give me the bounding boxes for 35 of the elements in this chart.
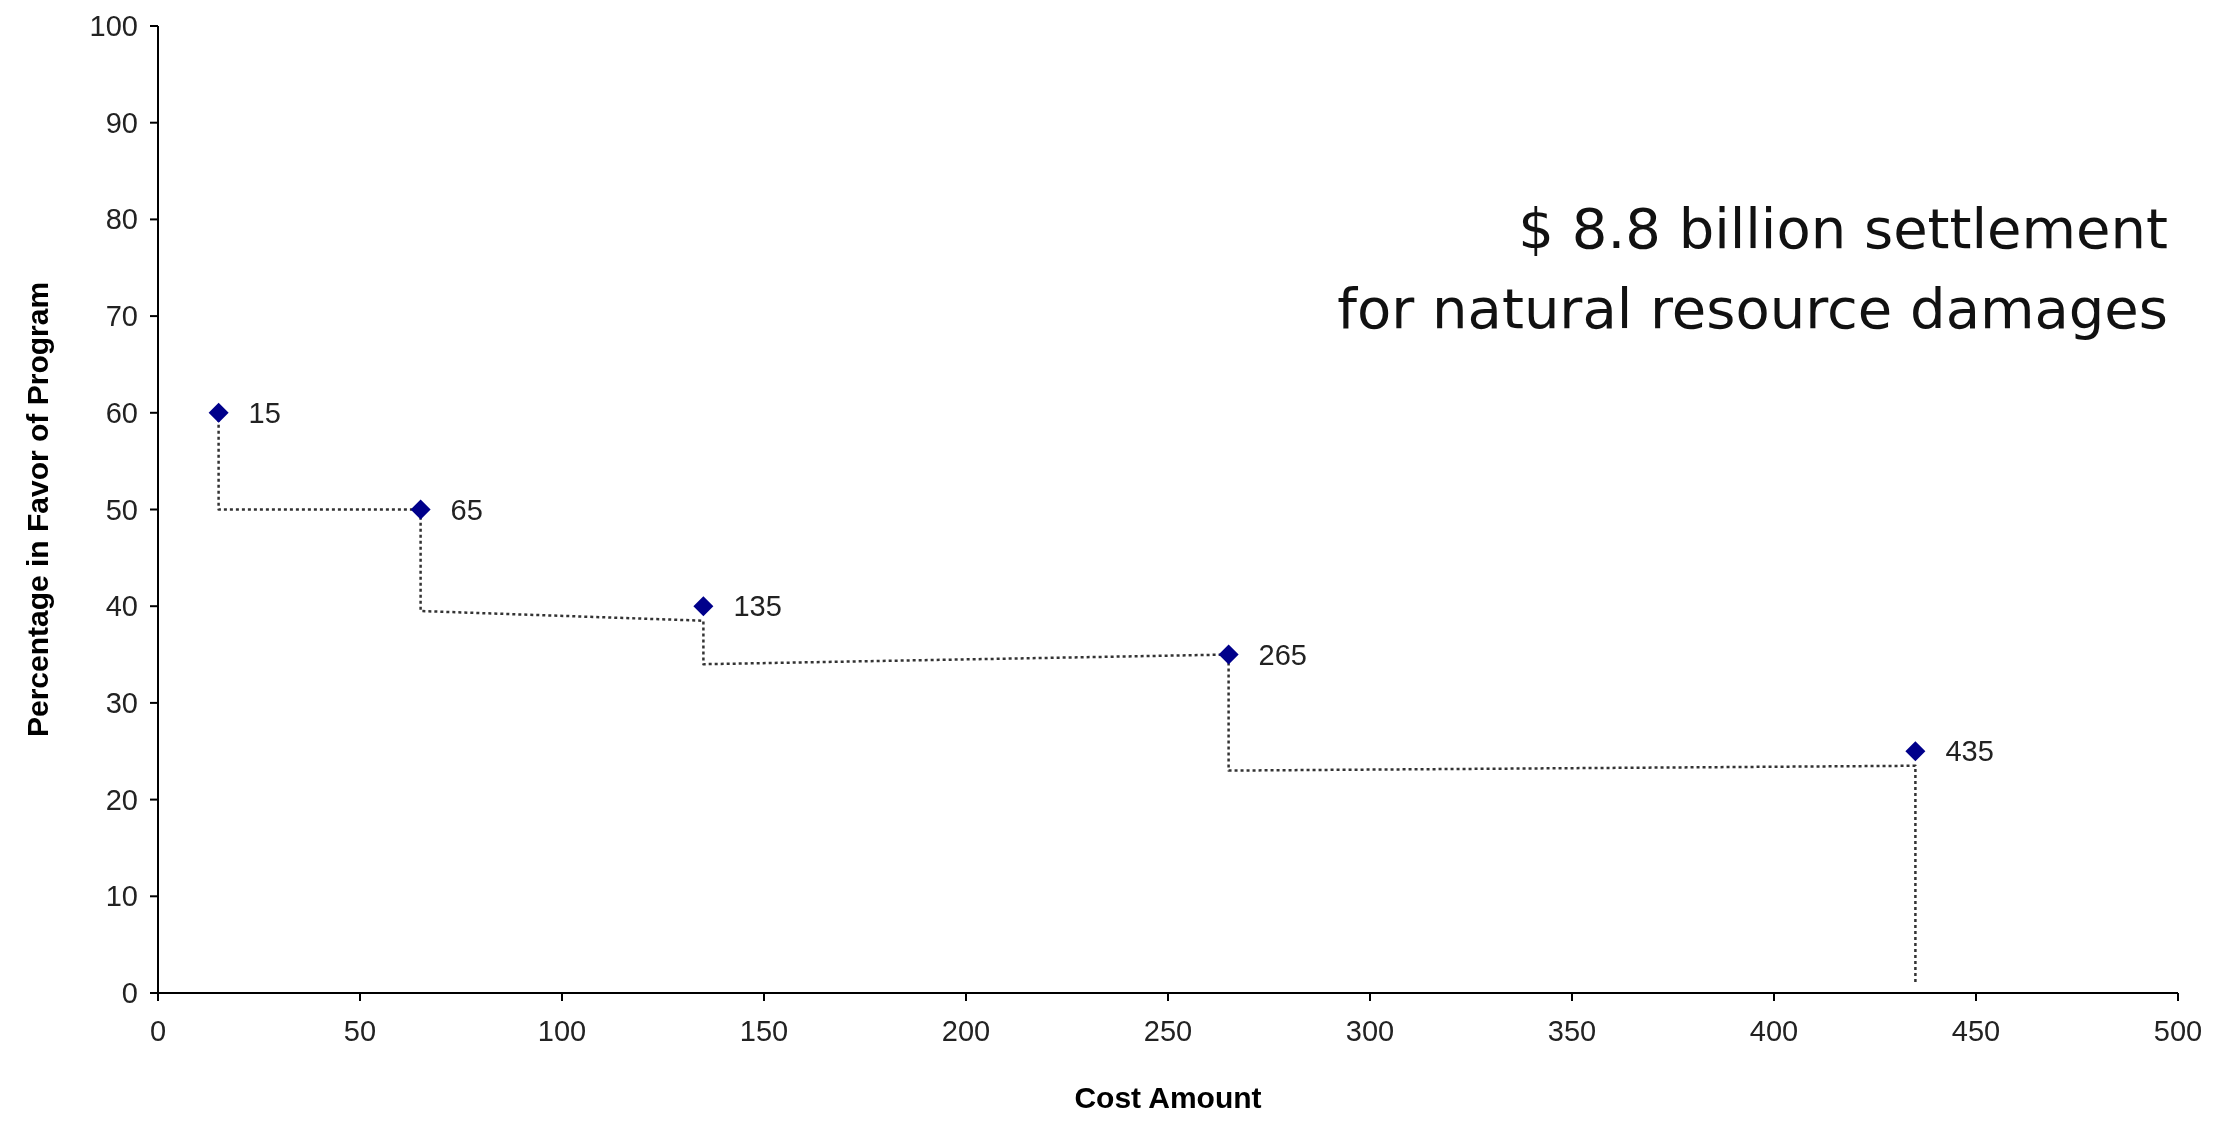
annotation: $ 8.8 billion settlement for natural resource damages: [1337, 196, 2168, 341]
y-tick-label: 80: [105, 203, 138, 236]
annotation: 65: [450, 493, 483, 526]
y-tick-label: 20: [105, 783, 138, 816]
annotation: 135: [733, 590, 782, 623]
x-tick-label: 450: [1951, 1015, 2001, 1047]
annotation: 265: [1258, 638, 1307, 671]
point: [410, 499, 431, 520]
y-tick-label: 90: [105, 106, 138, 139]
x-tick-label: 250: [1143, 1015, 1193, 1047]
point: [693, 596, 714, 617]
x-tick-label: 100: [537, 1015, 587, 1047]
y-axis-title: Percentage in Favor of Program: [21, 281, 54, 738]
x-tick-label: 200: [941, 1015, 991, 1047]
y-tick-label: 30: [105, 686, 138, 719]
x-tick-label: 300: [1345, 1015, 1395, 1047]
x-tick-label: 0: [149, 1015, 167, 1047]
annotation: 15: [248, 396, 281, 429]
y-tick-label: 10: [105, 880, 138, 913]
x-tick-label: 500: [2153, 1015, 2203, 1047]
annotation: 435: [1945, 735, 1994, 768]
y-tick-label: 50: [105, 493, 138, 526]
y-tick-label: 40: [105, 590, 138, 623]
point: [1218, 644, 1239, 665]
y-tick-label: 100: [89, 10, 138, 42]
point: [208, 402, 229, 423]
point: [1905, 741, 1926, 762]
y-tick-label: 70: [105, 300, 138, 333]
x-axis-title: Cost Amount: [1074, 1081, 1262, 1114]
x-tick-label: 400: [1749, 1015, 1799, 1047]
y-tick-label: 60: [105, 396, 138, 429]
y-tick-label: 0: [121, 977, 138, 1009]
x-tick-label: 50: [343, 1015, 377, 1047]
x-tick-label: 150: [739, 1015, 789, 1047]
x-tick-label: 350: [1547, 1015, 1597, 1047]
